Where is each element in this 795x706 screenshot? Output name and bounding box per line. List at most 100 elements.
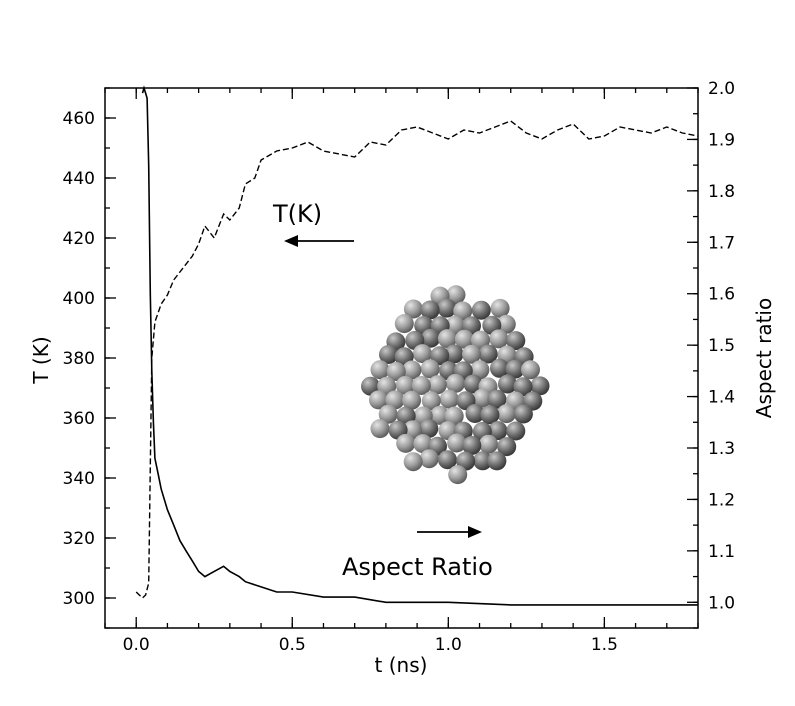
y-axis-right-title: Aspect ratio [752, 298, 776, 418]
y-right-tick-label: 2.0 [708, 79, 735, 99]
sphere [505, 359, 525, 379]
sphere [463, 374, 483, 394]
sphere [521, 360, 540, 380]
y-right-tick-label: 1.0 [708, 593, 735, 613]
sphere [395, 375, 415, 395]
sphere [412, 344, 432, 364]
sphere [497, 404, 516, 424]
y-left-tick-label: 340 [63, 469, 95, 489]
axis-ticks [104, 87, 699, 629]
y-right-tick-label: 1.4 [708, 388, 735, 408]
sphere [430, 405, 450, 425]
sphere [462, 344, 481, 364]
y-right-tick-label: 1.3 [708, 439, 735, 459]
sphere [369, 390, 388, 410]
sphere [396, 433, 416, 453]
arrow-right-icon [417, 526, 482, 538]
sphere [446, 373, 465, 393]
sphere [478, 344, 498, 364]
y-left-tick-label: 300 [63, 589, 95, 609]
sphere [411, 376, 431, 395]
sphere [471, 330, 490, 350]
y-right-tick-label: 1.8 [708, 182, 735, 202]
sphere [420, 359, 440, 379]
sphere [370, 360, 390, 380]
sphere [470, 360, 490, 380]
sphere [421, 328, 441, 348]
sphere [473, 451, 493, 471]
sphere [403, 452, 423, 472]
y-left-tick-label: 320 [63, 529, 95, 549]
sphere [448, 465, 468, 485]
sphere [402, 360, 422, 380]
sphere [377, 376, 397, 396]
y-left-tick-label: 440 [63, 169, 95, 189]
sphere [446, 285, 466, 305]
sphere [437, 298, 457, 318]
sphere [479, 434, 498, 454]
sphere [403, 299, 423, 319]
sphere [498, 374, 517, 394]
series-aspect-ratio [141, 85, 698, 606]
sphere [394, 314, 414, 334]
sphere [453, 301, 473, 321]
y-right-tick-label: 1.9 [708, 130, 735, 150]
sphere [385, 390, 405, 410]
sphere [530, 376, 550, 396]
y-right-tick-label: 1.6 [708, 285, 735, 305]
y-left-tick-label: 420 [63, 229, 95, 249]
sphere [438, 450, 457, 470]
sphere [513, 377, 533, 397]
sphere [379, 345, 398, 364]
sphere [361, 376, 380, 396]
sphere [413, 434, 433, 454]
nanocluster-image [361, 285, 550, 485]
series-temperature [135, 120, 699, 599]
sphere [488, 421, 508, 441]
sphere [421, 391, 441, 411]
arrow-left-icon [284, 235, 354, 247]
sphere [454, 329, 474, 349]
y-right-tick-label: 1.5 [708, 336, 735, 356]
sphere [419, 419, 439, 438]
y-left-tick-label: 360 [63, 409, 95, 429]
sphere [420, 300, 440, 320]
sphere [462, 436, 482, 455]
sphere [439, 389, 459, 409]
x-axis-title: t (ns) [375, 653, 428, 677]
sphere [386, 362, 406, 381]
y-right-tick-label: 1.1 [708, 542, 735, 562]
axis-tick-labels: 0.0 0.5 1.0 1.5 300 320 340 360 380 400 420 440 460 1… [63, 79, 736, 655]
sphere [513, 404, 533, 424]
sphere [487, 451, 507, 471]
sphere [480, 405, 500, 425]
sphere [378, 404, 398, 424]
sphere [427, 375, 447, 395]
x-tick-label: 0.0 [123, 635, 150, 655]
y-right-tick-label: 1.7 [708, 233, 735, 253]
sphere [402, 390, 422, 410]
sphere [489, 329, 509, 349]
y-left-tick-label: 400 [63, 289, 95, 309]
sphere [496, 314, 516, 334]
sphere [497, 437, 517, 457]
annotation-aspect-ratio: Aspect Ratio [342, 553, 493, 581]
x-tick-label: 0.5 [279, 635, 306, 655]
sphere [471, 300, 491, 320]
sphere [472, 388, 492, 408]
sphere [419, 449, 439, 469]
sphere [437, 329, 457, 349]
x-tick-label: 1.0 [435, 635, 462, 655]
sphere [447, 433, 467, 453]
sphere [444, 406, 464, 426]
y-right-tick-label: 1.2 [708, 490, 735, 510]
sphere [490, 298, 510, 318]
sphere [490, 358, 509, 378]
sphere [487, 389, 507, 409]
y-left-tick-label: 460 [63, 109, 95, 129]
sphere [506, 421, 526, 441]
sphere [370, 419, 390, 439]
x-tick-label: 1.5 [591, 635, 618, 655]
sphere [430, 346, 450, 366]
